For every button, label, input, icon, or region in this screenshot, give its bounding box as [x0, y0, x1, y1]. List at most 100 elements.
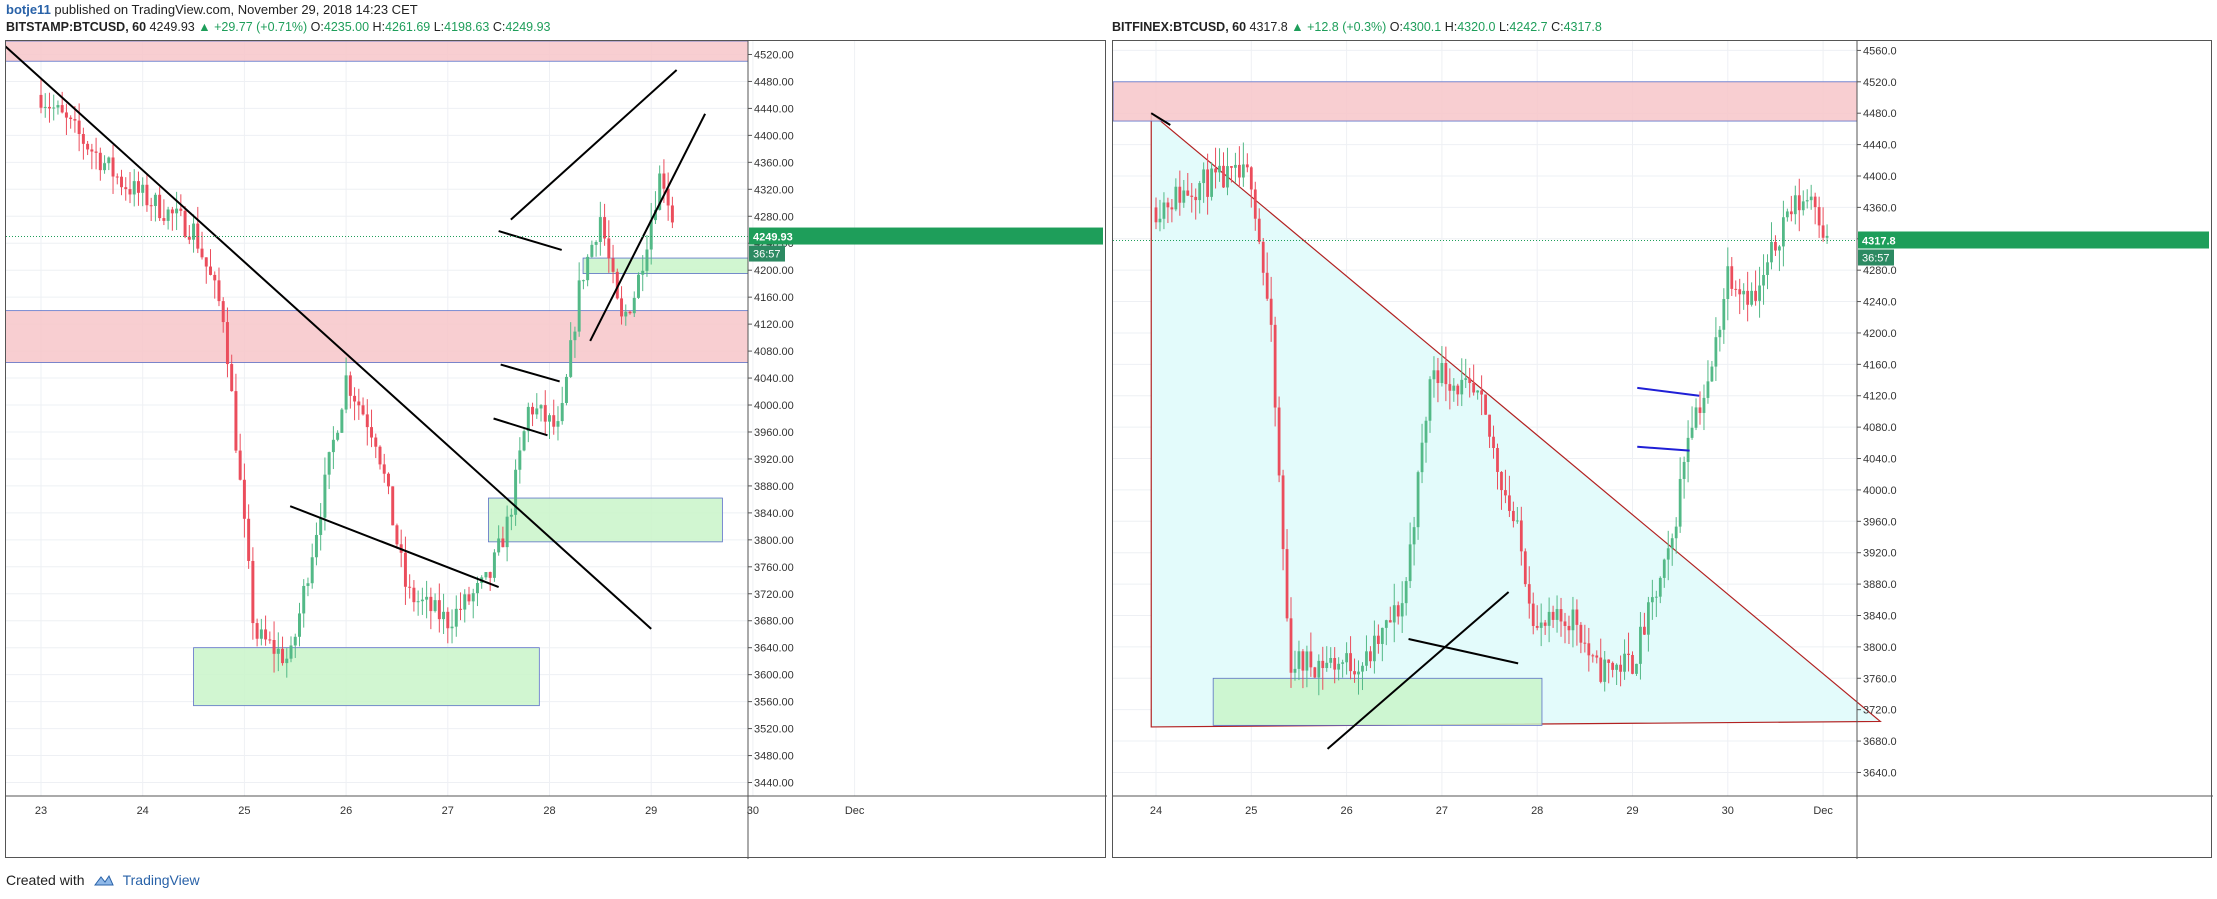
y-tick-label: 3680.00 [754, 616, 794, 628]
y-tick-label: 3640.0 [1863, 767, 1897, 779]
candle-up [1825, 235, 1829, 238]
chart-svg-bitfinex[interactable]: 4560.04520.04480.04440.04400.04360.04320… [1113, 41, 2213, 859]
y-tick-label: 4200.00 [754, 265, 794, 277]
y-tick-label: 4440.00 [754, 103, 794, 115]
candle-down [268, 639, 272, 641]
candle-up [624, 311, 628, 317]
y-tick-label: 3480.00 [754, 751, 794, 763]
tradingview-logo-icon [93, 874, 114, 886]
published-text: published on TradingView.com, November 2… [54, 2, 418, 17]
candle-up [175, 208, 179, 214]
candle-down [1277, 407, 1281, 476]
footer: Created with TradingView [6, 872, 200, 888]
candle-up [1464, 378, 1468, 380]
candle-down [1492, 436, 1495, 449]
candle-up [1400, 603, 1404, 617]
candle-down [1627, 653, 1630, 655]
candle-up [1571, 609, 1575, 631]
candle-down [124, 187, 128, 190]
candle-up [1424, 420, 1428, 443]
candle-down [459, 608, 462, 610]
candle-up [425, 596, 429, 600]
candle-down [531, 406, 535, 415]
candle-up [1555, 609, 1559, 620]
author-link[interactable]: botje11 [6, 2, 51, 17]
candle-down [230, 364, 234, 392]
candle-down [1190, 195, 1194, 197]
x-tick-label: 27 [1436, 805, 1448, 817]
trendline [289, 505, 500, 588]
candle-down [73, 119, 77, 121]
candle-down [1456, 385, 1460, 395]
candle-up [658, 173, 662, 210]
x-tick-label: 29 [1626, 805, 1638, 817]
candle-down [69, 117, 73, 120]
candle-up [573, 331, 577, 341]
candle-up [1293, 668, 1297, 673]
chart-panel-bitstamp[interactable]: 4520.00 4480.00 4440.00 4400.00 4360.00 4320.… [5, 40, 1107, 859]
x-tick-label: 26 [1340, 805, 1352, 817]
candle-down [353, 395, 357, 402]
candle-up [497, 538, 501, 553]
change-value: ▲ +29.77 (+0.71%) [198, 20, 308, 34]
candle-down [39, 94, 43, 108]
candle-up [1782, 217, 1785, 247]
trendline [498, 230, 562, 251]
countdown-tag [1858, 249, 1894, 266]
y-tick-label: 3880.0 [1863, 579, 1897, 591]
candle-up [1452, 385, 1456, 391]
candle-up [433, 600, 437, 612]
candle-down [149, 205, 153, 207]
candle-down [1488, 414, 1491, 437]
candle-up [1357, 671, 1360, 675]
candle-down [1154, 207, 1158, 223]
candle-down [1643, 626, 1646, 635]
candle-up [1762, 274, 1765, 286]
candle-down [1289, 618, 1293, 673]
last-price-tag [749, 227, 1103, 245]
candle-down [1166, 202, 1170, 208]
candle-down [1484, 394, 1487, 415]
tradingview-link[interactable]: TradingView [122, 872, 200, 888]
candle-down [603, 217, 607, 239]
y-tick-label: 3720.00 [754, 589, 794, 601]
y-tick-label: 3960.0 [1863, 516, 1897, 528]
x-tick-label: 24 [1150, 805, 1162, 817]
candle-down [1301, 651, 1305, 671]
candle-down [429, 596, 433, 612]
chart-svg-bitstamp[interactable]: 4520.00 4480.00 4440.00 4400.00 4360.00 4320.… [6, 41, 1107, 859]
candle-up [1373, 635, 1376, 662]
candle-down [391, 486, 395, 526]
y-tick-label: 3520.00 [754, 724, 794, 736]
candle-down [1519, 520, 1523, 552]
chart-panel-bitfinex[interactable]: 4560.04520.04480.04440.04400.04360.04320… [1112, 40, 2213, 859]
candle-down [204, 257, 208, 267]
candle-up [1365, 651, 1368, 666]
x-tick-label: 23 [35, 805, 47, 817]
candle-up [653, 209, 657, 221]
y-tick-label: 4280.00 [754, 211, 794, 223]
y-tick-label: 4120.00 [754, 319, 794, 331]
candle-down [242, 479, 246, 519]
candle-up [1412, 527, 1416, 545]
candle-down [1285, 549, 1289, 619]
y-tick-label: 3800.0 [1863, 642, 1897, 654]
candle-up [289, 645, 293, 659]
trendline [493, 417, 548, 437]
candle-up [1428, 379, 1432, 421]
candle-down [221, 301, 225, 323]
y-tick-label: 4120.0 [1863, 391, 1897, 403]
y-tick-label: 3440.00 [754, 778, 794, 790]
candle-up [1158, 218, 1162, 223]
close-value: 4317.8 [1563, 20, 1602, 34]
candle-down [111, 157, 115, 177]
candle-up [1682, 461, 1686, 479]
candle-up [103, 163, 107, 171]
x-tick-label: 28 [1531, 805, 1543, 817]
candle-up [1809, 196, 1813, 201]
candle-up [1329, 657, 1333, 663]
candle-down [200, 248, 204, 258]
candle-down [403, 552, 407, 587]
candle-down [128, 189, 132, 195]
candle-down [662, 173, 666, 189]
